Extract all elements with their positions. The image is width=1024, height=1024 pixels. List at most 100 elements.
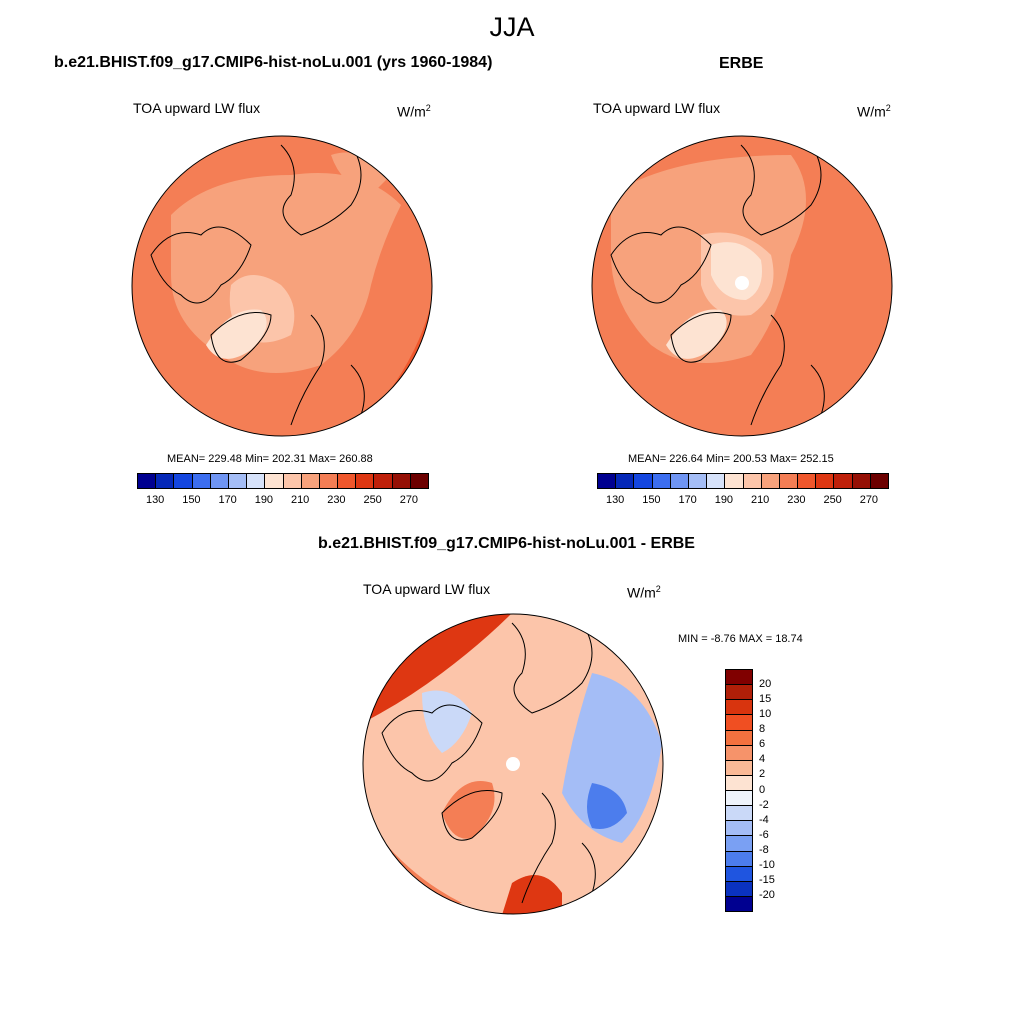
colorbar-tick-label: 230 [787,494,806,506]
colorbar-box [156,474,175,488]
colorbar-tick-label: 150 [182,494,201,506]
obs-colorbar-labels: 130 150 170 190 210 230 250 270 [597,494,887,508]
colorbar-box [410,474,428,488]
pole-hole [506,757,520,771]
land-outline [381,622,596,914]
colorbar-tick-label: -2 [759,798,769,811]
colorbar-box [634,474,653,488]
land-outline [150,144,365,436]
colorbar-tick-label: -15 [759,873,775,886]
map-fill-cool [422,690,472,753]
model-colorbar [137,473,429,489]
colorbar-tick-label: 0 [759,783,766,796]
colorbar-tick-label: -20 [759,888,775,901]
diff-colorbar [725,669,753,912]
colorbar-box [726,791,752,807]
diff-panel-title: b.e21.BHIST.f09_g17.CMIP6-hist-noLu.001 … [318,535,695,552]
colorbar-tick-label: 130 [605,494,625,506]
colorbar-box [707,474,726,488]
colorbar-tick-label: 150 [642,494,661,506]
pole-hole [735,276,749,290]
colorbar-box [174,474,193,488]
colorbar-box [726,730,752,746]
obs-variable-label: TOA upward LW flux [593,100,721,116]
colorbar-tick-label: 8 [759,723,766,736]
colorbar-box [726,745,752,761]
colorbar-box [319,474,339,488]
colorbar-tick-label: 15 [759,693,772,706]
colorbar-tick-label: 170 [678,494,697,506]
colorbar-box [356,474,375,488]
obs-panel-title: ERBE [719,55,764,72]
colorbar-tick-label: -8 [759,843,769,856]
colorbar-box [726,896,752,911]
colorbar-box [670,474,689,488]
colorbar-tick-label: 2 [759,768,766,781]
colorbar-box [392,474,411,488]
colorbar-box [779,474,799,488]
colorbar-box [726,700,752,716]
map-fill-cool [562,673,662,843]
colorbar-box [726,851,752,867]
colorbar-tick-label: -4 [759,813,769,826]
colorbar-box [192,474,211,488]
obs-polar-map [591,135,893,437]
colorbar-box [228,474,248,488]
model-polar-map [131,135,433,437]
colorbar-tick-label: 270 [399,494,419,506]
obs-units-label: W/m2 [857,103,891,120]
colorbar-box [726,821,752,837]
colorbar-tick-label: 20 [759,678,772,691]
colorbar-box [247,474,266,488]
colorbar-tick-label: -6 [759,828,769,841]
colorbar-tick-label: 270 [859,494,879,506]
colorbar-box [852,474,871,488]
map-fill-coolest [587,783,627,829]
colorbar-box [816,474,835,488]
model-units-label: W/m2 [397,103,431,120]
colorbar-box [283,474,302,488]
colorbar-tick-label: 230 [327,494,346,506]
colorbar-box [726,836,752,852]
colorbar-box [616,474,635,488]
obs-stats-label: MEAN= 226.64 Min= 200.53 Max= 252.15 [628,453,834,465]
colorbar-box [301,474,320,488]
land-outline [610,144,825,436]
map-fill-lowest [711,242,762,300]
colorbar-box [726,715,752,731]
colorbar-tick-label: 4 [759,753,766,766]
colorbar-tick-label: 170 [218,494,237,506]
colorbar-tick-label: 250 [363,494,382,506]
diff-stats-label: MIN = -8.76 MAX = 18.74 [678,633,803,645]
colorbar-box [138,474,157,488]
colorbar-box [726,775,752,791]
colorbar-tick-label: -10 [759,858,775,871]
colorbar-box [598,474,617,488]
colorbar-tick-label: 130 [145,494,165,506]
colorbar-box [265,474,284,488]
colorbar-box [726,881,752,897]
colorbar-tick-label: 210 [290,494,310,506]
figure-title: JJA [489,12,535,42]
colorbar-box [726,866,752,882]
colorbar-box [652,474,671,488]
model-stats-label: MEAN= 229.48 Min= 202.31 Max= 260.88 [167,453,373,465]
model-variable-label: TOA upward LW flux [133,100,261,116]
diff-units-label: W/m2 [627,584,661,601]
map-fill-warm [442,781,495,839]
colorbar-box [725,474,744,488]
colorbar-box [688,474,708,488]
diff-variable-label: TOA upward LW flux [363,581,491,597]
map-fill-lowest [666,309,727,359]
colorbar-box [726,670,752,686]
colorbar-box [743,474,762,488]
colorbar-box [726,760,752,776]
model-colorbar-labels: 130 150 170 190 210 230 250 270 [137,494,427,508]
diff-colorbar-labels: 20 15 10 8 6 4 2 0 -2 -4 -6 -8 -10 -15 -20 [759,669,799,910]
map-fill-lowest [206,309,267,359]
map-fill-high [502,875,562,914]
colorbar-tick-label: 190 [254,494,274,506]
colorbar-box [870,474,888,488]
model-panel-title: b.e21.BHIST.f09_g17.CMIP6-hist-noLu.001 … [54,54,493,71]
colorbar-box [798,474,817,488]
